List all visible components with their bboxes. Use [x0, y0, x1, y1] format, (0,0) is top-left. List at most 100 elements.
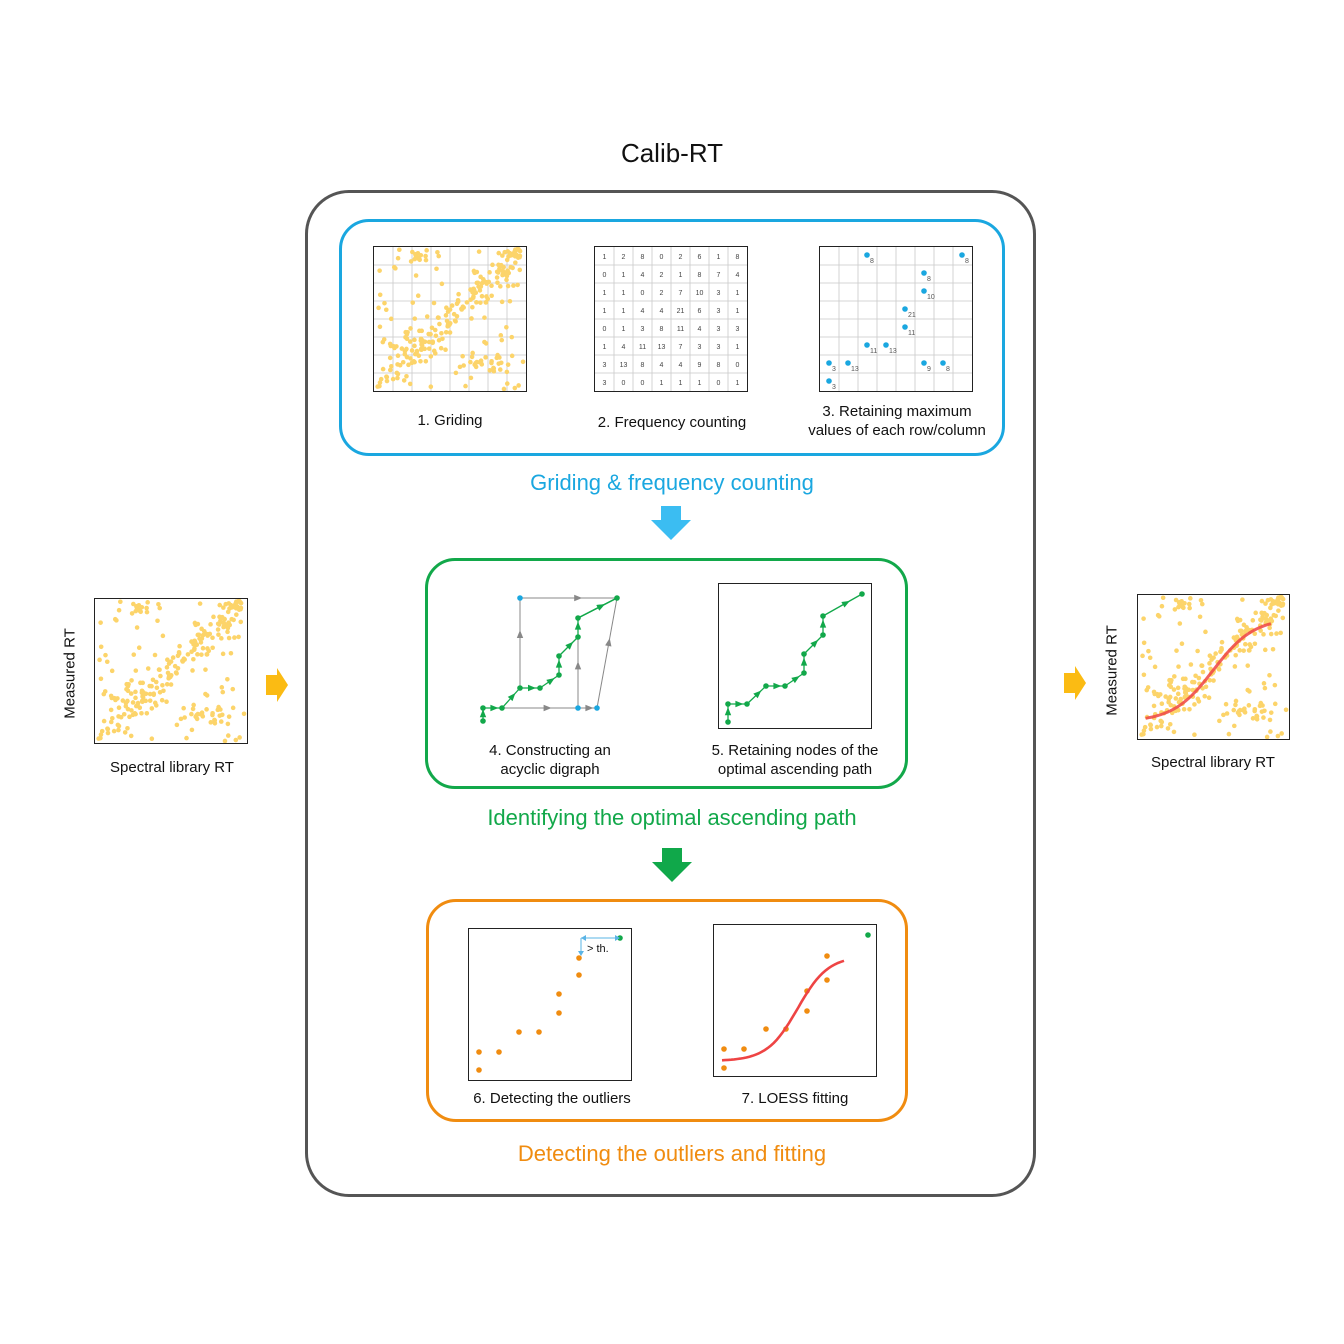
- scatter-point: [1273, 613, 1279, 619]
- scatter-point: [1211, 655, 1216, 660]
- scatter-point: [225, 721, 231, 727]
- matrix-cell-value: 4: [641, 272, 645, 279]
- scatter-point: [384, 378, 390, 384]
- scatter-point: [129, 678, 134, 683]
- matrix-cell-value: 11: [639, 344, 646, 351]
- inlier-point: [536, 1029, 542, 1035]
- scatter-point: [1198, 597, 1204, 603]
- matrix-cell-value: 8: [641, 362, 645, 369]
- scatter-point: [200, 645, 206, 651]
- scatter-point: [1253, 610, 1258, 616]
- inlier-point: [516, 1029, 522, 1035]
- matrix-cell-value: 8: [660, 326, 664, 333]
- scatter-point: [1154, 724, 1160, 730]
- scatter-point: [435, 249, 440, 255]
- maximum-value: 13: [889, 348, 897, 355]
- scatter-point: [389, 364, 394, 369]
- scatter-point: [1141, 672, 1147, 678]
- scatter-point: [485, 296, 491, 302]
- path-node: [820, 613, 826, 619]
- scatter-point: [460, 353, 465, 359]
- scatter-point: [388, 343, 394, 349]
- scatter-point: [419, 328, 425, 334]
- scatter-point: [387, 367, 393, 373]
- scatter-point: [98, 732, 104, 737]
- matrix-cell-value: 4: [622, 344, 626, 351]
- scatter-point: [1260, 703, 1265, 708]
- scatter-point: [418, 358, 423, 364]
- scatter-point: [440, 336, 445, 342]
- digraph-edge: [577, 597, 618, 619]
- matrix-cell-value: 1: [679, 272, 683, 279]
- scatter-point: [495, 280, 500, 285]
- scatter-point: [1203, 684, 1209, 690]
- digraph-arrowhead: [596, 604, 605, 611]
- scatter-point: [468, 375, 474, 381]
- maximum-node: [921, 270, 927, 276]
- scatter-point: [216, 622, 222, 627]
- scatter-point: [152, 652, 158, 658]
- outlier-plot: [468, 928, 632, 1081]
- scatter-point: [150, 677, 156, 683]
- digraph-arrowhead: [753, 690, 762, 699]
- scatter-point: [1173, 597, 1179, 603]
- scatter-point: [1141, 640, 1147, 646]
- scatter-point: [1242, 706, 1247, 712]
- scatter-point: [1193, 673, 1198, 679]
- scatter-point: [1159, 603, 1165, 609]
- scatter-point: [1145, 685, 1151, 690]
- scatter-point: [447, 330, 453, 335]
- matrix-cell-value: 8: [717, 362, 721, 369]
- scatter-point: [1219, 647, 1224, 653]
- scatter-point: [221, 620, 227, 626]
- scatter-point: [416, 353, 422, 358]
- scatter-point: [1261, 715, 1266, 720]
- scatter-point: [198, 640, 204, 645]
- digraph-node: [594, 705, 600, 711]
- scatter-point: [1177, 621, 1183, 626]
- frequency-matrix-svg: 1 2 8 0 2 6 1 80 1 4 2 1 8 7 41 1 0 2 7 10 3 11 1 4 4 21 6 3 10 1 3 8 11…: [595, 247, 747, 391]
- scatter-point: [222, 616, 227, 622]
- scatter-point: [1223, 701, 1229, 707]
- scatter-point: [1148, 726, 1154, 732]
- scatter-point: [197, 636, 202, 641]
- scatter-point: [454, 313, 460, 319]
- digraph-arrowhead: [841, 600, 850, 608]
- scatter-point: [225, 733, 231, 738]
- scatter-point: [1151, 703, 1157, 709]
- scatter-point: [469, 287, 474, 293]
- maximum-value: 10: [927, 294, 935, 301]
- scatter-point: [229, 605, 234, 610]
- scatter-point: [225, 677, 230, 682]
- matrix-cell-value: 1: [603, 254, 607, 261]
- scatter-point: [1163, 694, 1168, 699]
- digraph-node: [556, 672, 562, 678]
- matrix-cell-value: 0: [736, 362, 740, 369]
- matrix-cell-value: 11: [677, 326, 684, 333]
- data-point: [763, 1026, 769, 1032]
- digraph-arrowhead: [585, 704, 594, 712]
- scatter-point: [152, 700, 158, 706]
- threshold-arrowhead: [615, 935, 620, 941]
- digraph-arrowhead: [543, 704, 552, 712]
- threshold-arrowhead: [578, 951, 584, 956]
- scatter-point: [511, 250, 517, 256]
- maximum-node: [826, 378, 832, 384]
- scatter-point: [478, 300, 483, 305]
- scatter-point: [1252, 708, 1257, 714]
- digraph-arrowhead: [555, 659, 563, 668]
- scatter-point: [191, 656, 196, 662]
- matrix-cell-value: 1: [622, 290, 626, 297]
- scatter-point: [431, 300, 437, 306]
- scatter-point: [200, 714, 206, 719]
- loess-curve: [1145, 622, 1272, 720]
- scatter-point: [428, 354, 434, 359]
- digraph-arrowhead: [800, 657, 808, 666]
- scatter-point: [1152, 691, 1157, 697]
- matrix-cell-value: 4: [660, 308, 664, 315]
- scatter-point: [98, 676, 104, 682]
- scatter-point: [508, 253, 513, 258]
- scatter-point: [1221, 712, 1226, 718]
- scatter-point: [1267, 673, 1272, 678]
- inlier-point: [476, 1067, 482, 1073]
